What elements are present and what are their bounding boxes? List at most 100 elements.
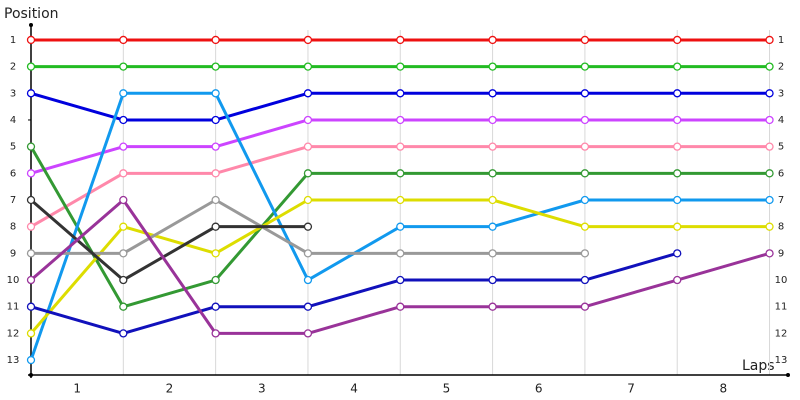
point [396, 35, 405, 45]
point [765, 35, 774, 45]
point [119, 115, 128, 125]
y-tick-label-right: 6 [778, 168, 784, 179]
series-line [30, 251, 678, 335]
y-tick-label-right: 3 [778, 88, 784, 99]
point [303, 249, 313, 258]
x-tick-label: 7 [627, 382, 635, 396]
point [673, 195, 682, 205]
point [488, 275, 497, 285]
point [488, 89, 497, 98]
point [211, 169, 220, 178]
point [119, 329, 128, 338]
y-tick-label-right: 12 [775, 328, 788, 339]
point [673, 115, 682, 125]
y-tick-label: 5 [10, 142, 16, 153]
x-tick-label: 2 [166, 382, 174, 396]
point [673, 169, 682, 178]
point [211, 302, 220, 311]
x-tick-label: 5 [443, 382, 451, 396]
y-tick-label-right: 4 [778, 115, 784, 126]
point [303, 329, 313, 338]
point [765, 249, 774, 258]
point [580, 35, 590, 45]
point [26, 169, 36, 178]
point [396, 115, 405, 125]
point [26, 275, 36, 285]
point [211, 275, 220, 285]
point [396, 195, 405, 205]
point [396, 62, 405, 71]
x-tick-label: 6 [535, 382, 543, 396]
y-tick-label-right: 1 [778, 35, 784, 46]
point [211, 222, 220, 231]
point [303, 169, 313, 178]
point [765, 142, 774, 151]
point [673, 275, 682, 285]
x-tick-label: 8 [720, 382, 728, 396]
point [673, 222, 682, 231]
point [303, 302, 313, 311]
y-tick-label: 12 [7, 328, 20, 339]
y-tick-label-right: 8 [778, 222, 784, 233]
point [488, 302, 497, 311]
point [211, 195, 220, 205]
point [396, 302, 405, 311]
axis-dot [29, 373, 33, 377]
point [303, 222, 313, 231]
point [211, 249, 220, 258]
point [303, 35, 313, 45]
axis-dot [29, 23, 33, 27]
y-tick-label-right: 2 [778, 62, 784, 73]
point [303, 275, 313, 285]
y-tick-label: 11 [7, 302, 20, 313]
point [26, 302, 36, 311]
x-tick-label: 4 [350, 382, 358, 396]
y-tick-label: 10 [7, 275, 20, 286]
point [26, 195, 36, 205]
point [303, 195, 313, 205]
point [488, 115, 497, 125]
point [119, 302, 128, 311]
point [580, 89, 590, 98]
point [580, 302, 590, 311]
y-tick-label: 13 [7, 355, 20, 366]
point [580, 142, 590, 151]
y-tick-label-right: 11 [775, 302, 788, 313]
point [303, 115, 313, 125]
point [488, 222, 497, 231]
point [580, 222, 590, 231]
y-tick-label: 8 [10, 222, 16, 233]
point [211, 329, 220, 338]
point [211, 115, 220, 125]
point [765, 89, 774, 98]
y-tick-label: 2 [10, 62, 16, 73]
y-tick-label: 3 [10, 88, 16, 99]
point [765, 169, 774, 178]
y-tick-label: 4 [10, 115, 16, 126]
point [488, 169, 497, 178]
point [673, 62, 682, 71]
x-tick-label: 1 [73, 382, 81, 396]
point [26, 142, 36, 151]
point [396, 275, 405, 285]
point [211, 142, 220, 151]
y-tick-label: 9 [10, 248, 16, 259]
point [488, 142, 497, 151]
point [119, 35, 128, 45]
point [580, 169, 590, 178]
point [119, 62, 128, 71]
axis-dot [786, 373, 790, 377]
point [26, 222, 36, 231]
point [303, 142, 313, 151]
point [396, 222, 405, 231]
point [765, 195, 774, 205]
point [765, 222, 774, 231]
y-tick-label: 1 [10, 35, 16, 46]
point [119, 249, 128, 258]
y-tick-label-right: 10 [775, 275, 788, 286]
point [303, 89, 313, 98]
point [765, 62, 774, 71]
point [119, 169, 128, 178]
y-tick-label-right: 9 [778, 248, 784, 259]
x-tick-label: 3 [258, 382, 266, 396]
